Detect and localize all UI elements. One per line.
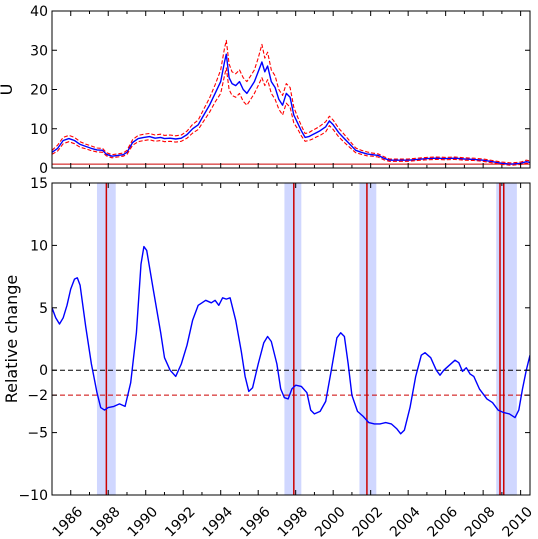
rc-plot-area xyxy=(52,183,530,495)
x-tick-label-1998: 1998 xyxy=(275,504,312,539)
rc-axes-frame xyxy=(51,182,531,496)
x-tick-label-2000: 2000 xyxy=(312,504,349,539)
rc-series-1-line xyxy=(52,245,530,435)
rc-ytick-label: 5 xyxy=(39,301,48,317)
u-ytick-label: 10 xyxy=(30,122,48,138)
x-tick-label-2002: 2002 xyxy=(350,504,387,539)
recession-span-4 xyxy=(496,183,517,495)
x-tick-label-1996: 1996 xyxy=(237,504,274,539)
rc-ytick-label: 15 xyxy=(30,176,48,192)
rc-ytick-label: −2 xyxy=(27,388,48,404)
x-tick-label-2010: 2010 xyxy=(500,504,537,539)
x-tick-label-1988: 1988 xyxy=(87,504,124,539)
x-tick-label-1992: 1992 xyxy=(162,504,199,539)
rc-y-axis-label: Relative change xyxy=(2,275,21,404)
recession-span-2 xyxy=(284,183,302,495)
x-tick-label-2004: 2004 xyxy=(387,504,424,539)
rc-ytick-label: 0 xyxy=(39,363,48,379)
u-series-1-line xyxy=(52,53,530,165)
recession-span-3 xyxy=(359,183,377,495)
rc-ytick-label: 10 xyxy=(30,238,48,254)
u-series-2-line xyxy=(52,39,530,164)
u-ytick-label: 30 xyxy=(30,43,48,59)
u-ytick-label: 20 xyxy=(30,83,48,99)
rc-ytick-label: −10 xyxy=(18,488,48,504)
top-panel-u: 0 10 20 30 40 U xyxy=(0,4,531,177)
x-tick-label-1990: 1990 xyxy=(125,504,162,539)
x-tick-label-1986: 1986 xyxy=(50,504,87,539)
x-tick-label-2008: 2008 xyxy=(462,504,499,539)
u-y-axis-label: U xyxy=(0,84,16,96)
u-ytick-label: 0 xyxy=(39,161,48,177)
u-ytick-label: 40 xyxy=(30,4,48,20)
u-plot-area xyxy=(52,39,530,166)
x-tick-label-1994: 1994 xyxy=(200,504,237,539)
rc-ytick-label: −5 xyxy=(27,426,48,442)
u-series-3-line xyxy=(52,67,530,166)
x-tick-label-2006: 2006 xyxy=(425,504,462,539)
